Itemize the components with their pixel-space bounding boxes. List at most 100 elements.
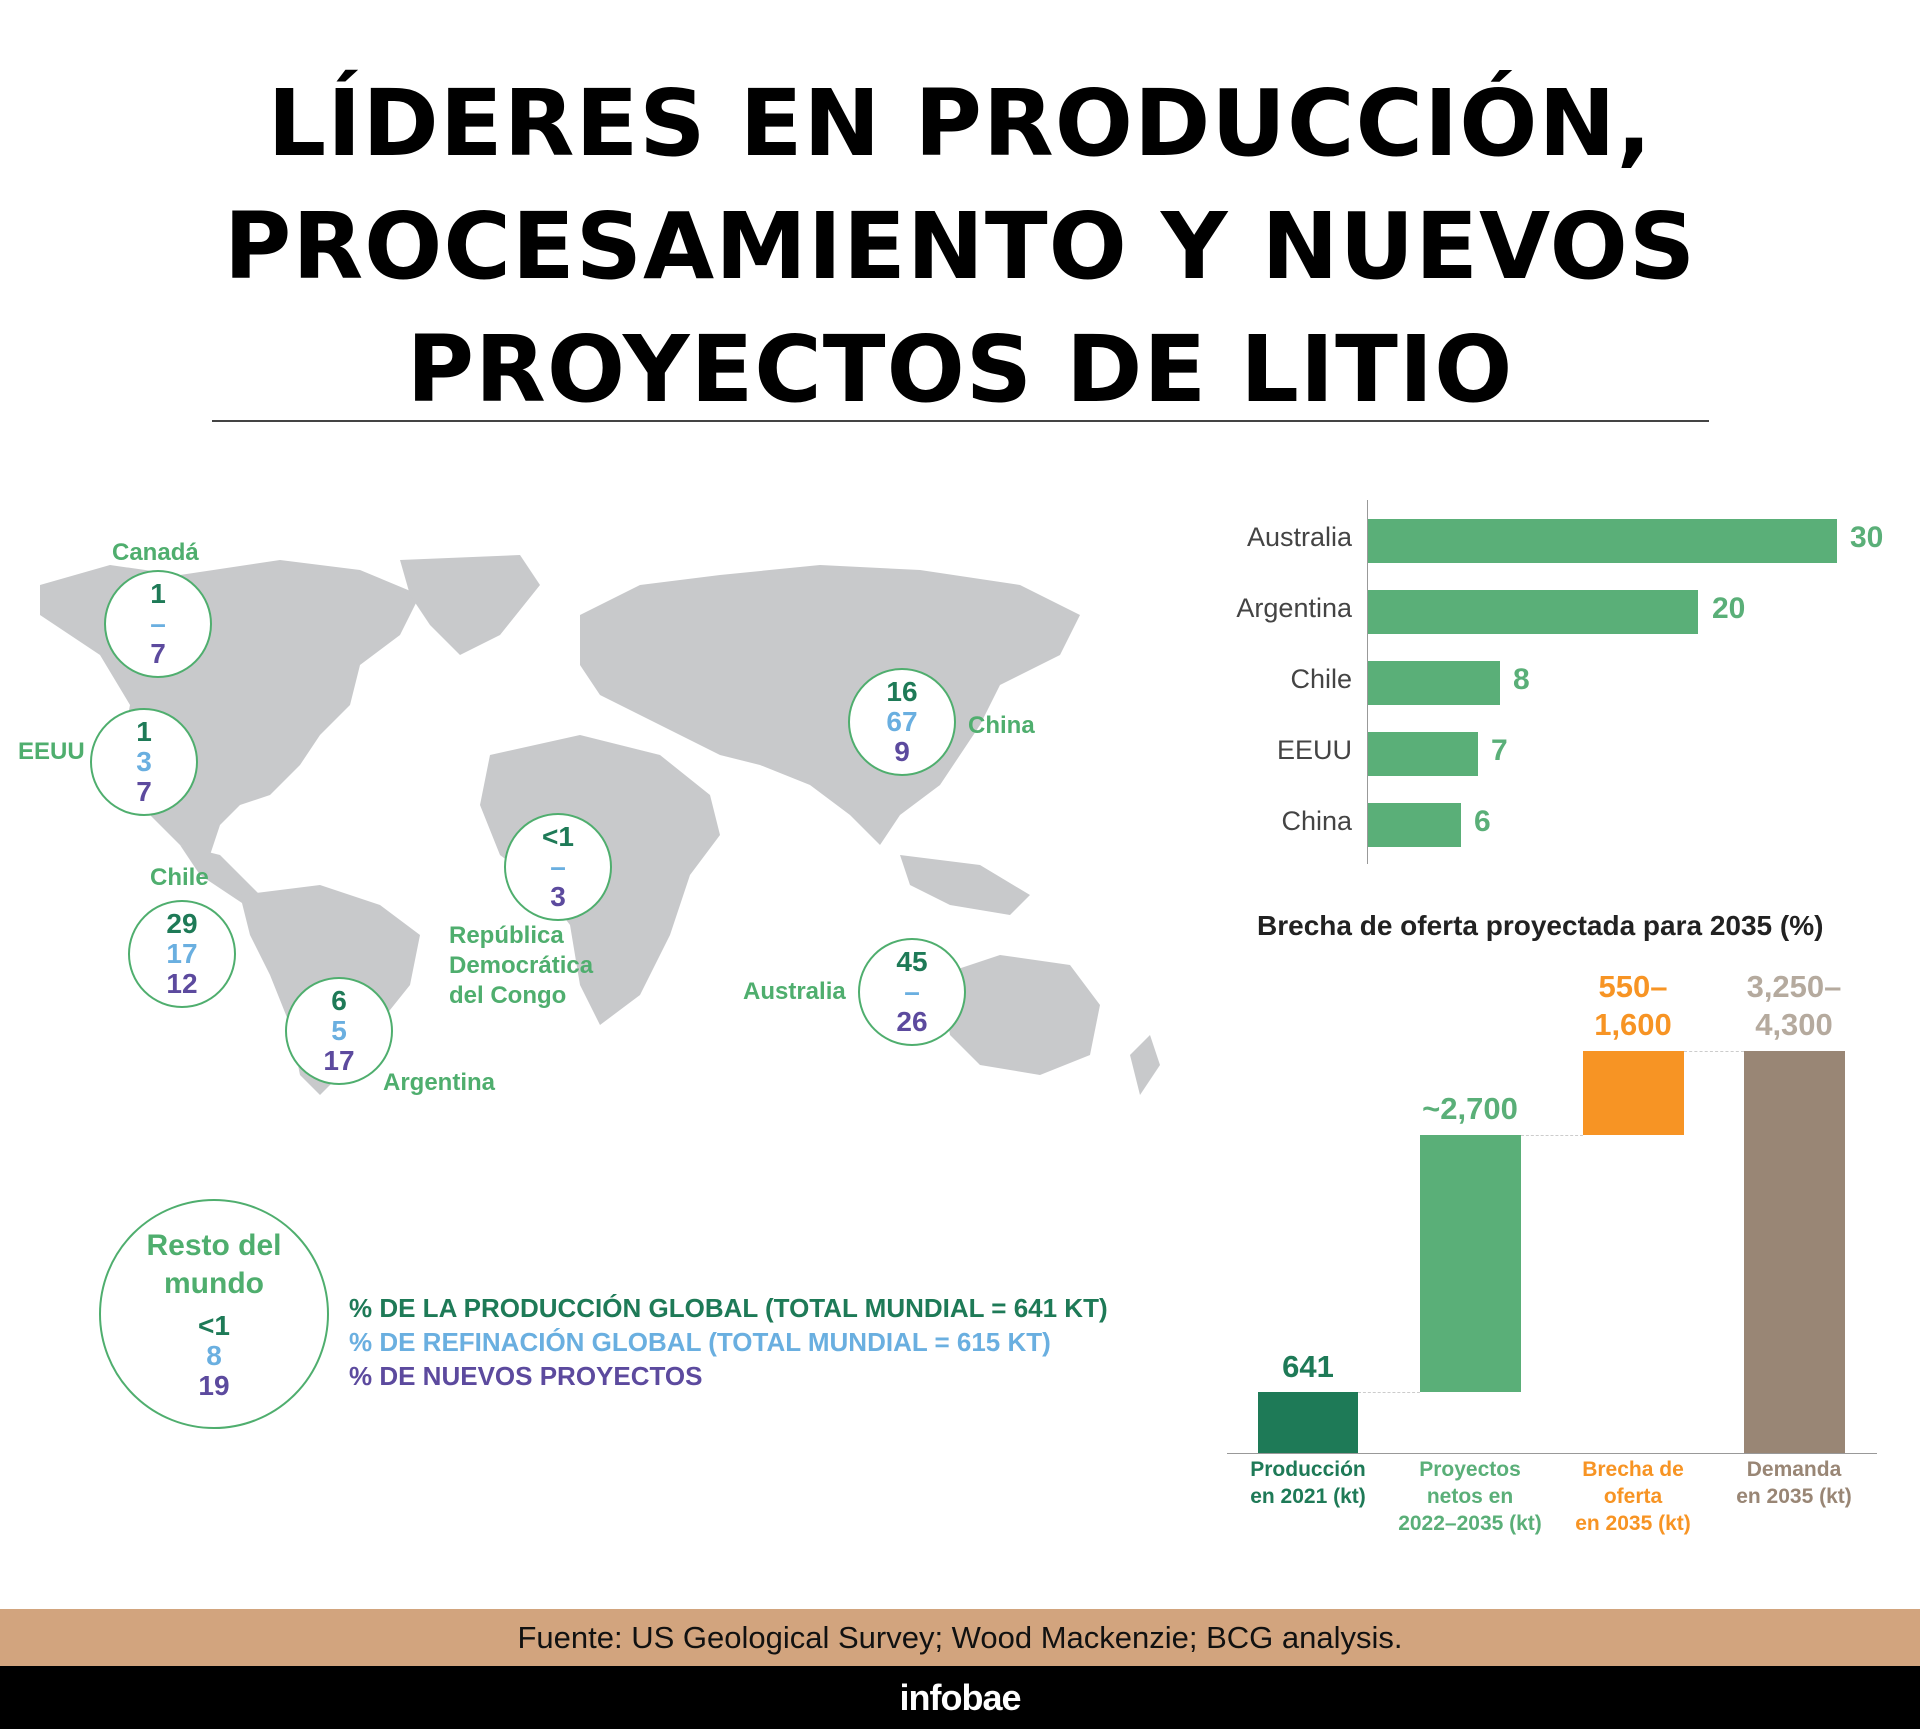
source-band: Fuente: US Geological Survey; Wood Macke… <box>0 1609 1920 1666</box>
circle-canada: 1 – 7 <box>104 570 212 678</box>
bar-value-argentina: 20 <box>1712 592 1746 625</box>
congo-label-line-3: del Congo <box>449 982 567 1009</box>
label-chile: Chile <box>150 864 209 891</box>
rest-of-world-label: Resto del mundo <box>146 1227 281 1303</box>
connector-1 <box>1358 1392 1420 1393</box>
demand-value-line-1: 3,250– <box>1746 969 1842 1004</box>
page-title: LÍDERES EN PRODUCCIÓN, PROCESAMIENTO Y N… <box>0 62 1920 431</box>
connector-2 <box>1521 1135 1583 1136</box>
congo-production: <1 <box>542 821 574 852</box>
bar-chart-axis <box>1367 500 1368 864</box>
label-china: China <box>968 712 1035 739</box>
supply-gap-value-line-1: 550– <box>1598 969 1668 1004</box>
title-divider <box>212 420 1709 422</box>
china-production: 16 <box>886 676 918 707</box>
rest-production: <1 <box>198 1310 230 1341</box>
bar-label-eeuu: EEUU <box>1276 735 1352 765</box>
waterfall-category-production: Producción en 2021 (kt) <box>1228 1456 1388 1510</box>
bar-chile <box>1368 661 1500 705</box>
bar-label-argentina: Argentina <box>1236 593 1352 623</box>
waterfall-bar-projects <box>1420 1135 1521 1392</box>
bar-china <box>1368 803 1461 847</box>
rest-label-line-1: Resto del <box>146 1229 282 1262</box>
bar-australia <box>1368 519 1837 563</box>
chile-refining: 17 <box>166 938 198 969</box>
connector-3 <box>1684 1051 1744 1052</box>
cat4-line2: en 2035 (kt) <box>1736 1485 1852 1508</box>
cat2-line1: Proyectos <box>1419 1458 1521 1481</box>
bar-argentina <box>1368 590 1698 634</box>
congo-label-line-1: República <box>449 922 564 949</box>
supply-gap-value-line-2: 1,600 <box>1594 1007 1672 1042</box>
waterfall-bar-demand <box>1744 1051 1845 1453</box>
waterfall-category-supply-gap: Brecha de oferta en 2035 (kt) <box>1553 1456 1713 1537</box>
australia-production: 45 <box>896 946 928 977</box>
circle-australia: 45 – 26 <box>858 938 966 1046</box>
legend-refining: % DE REFINACIÓN GLOBAL (TOTAL MUNDIAL = … <box>349 1327 1051 1357</box>
waterfall-bar-production-2021 <box>1258 1392 1358 1453</box>
cat3-line3: en 2035 (kt) <box>1575 1512 1691 1535</box>
congo-label-line-2: Democrática <box>449 952 594 979</box>
circle-china: 16 67 9 <box>848 668 956 776</box>
rest-label-line-2: mundo <box>164 1267 264 1300</box>
china-refining: 67 <box>886 706 918 737</box>
circle-argentina: 6 5 17 <box>285 977 393 1085</box>
waterfall-bar-supply-gap <box>1583 1051 1684 1135</box>
circle-rest-of-world: Resto del mundo <1 8 19 <box>99 1199 329 1429</box>
waterfall-value-demand: 3,250– 4,300 <box>1724 968 1864 1044</box>
canada-projects: 7 <box>150 638 166 669</box>
bar-label-australia: Australia <box>1246 522 1352 552</box>
canada-production: 1 <box>150 578 166 609</box>
brand-logo: infobae <box>899 1676 1021 1718</box>
label-congo: República Democrática del Congo <box>449 921 593 1011</box>
bar-value-australia: 30 <box>1850 521 1884 554</box>
rest-projects: 19 <box>198 1370 230 1401</box>
waterfall-value-production-2021: 641 <box>1282 1349 1334 1384</box>
waterfall-axis <box>1227 1453 1877 1454</box>
argentina-refining: 5 <box>331 1015 347 1046</box>
label-canada: Canadá <box>112 539 199 566</box>
circle-eeuu: 1 3 7 <box>90 708 198 816</box>
congo-projects: 3 <box>550 881 566 912</box>
cat3-line1: Brecha de <box>1582 1458 1684 1481</box>
canada-refining: – <box>150 608 166 639</box>
australia-refining: – <box>904 976 920 1007</box>
congo-refining: – <box>550 851 566 882</box>
bar-label-china: China <box>1281 806 1352 836</box>
eeuu-production: 1 <box>136 716 152 747</box>
cat2-line3: 2022–2035 (kt) <box>1398 1512 1542 1535</box>
rest-refining: 8 <box>206 1340 222 1371</box>
brand-bar: infobae <box>0 1666 1920 1729</box>
cat1-line1: Producción <box>1250 1458 1366 1481</box>
label-eeuu: EEUU <box>18 738 85 765</box>
label-australia: Australia <box>743 978 846 1005</box>
bar-value-china: 6 <box>1474 805 1491 838</box>
waterfall-value-supply-gap: 550– 1,600 <box>1563 968 1703 1044</box>
title-line-3: PROYECTOS DE LITIO <box>406 316 1514 423</box>
bar-value-eeuu: 7 <box>1491 734 1508 767</box>
eeuu-refining: 3 <box>136 746 152 777</box>
demand-value-line-2: 4,300 <box>1755 1007 1833 1042</box>
waterfall-title: Brecha de oferta proyectada para 2035 (%… <box>1257 910 1824 941</box>
waterfall-category-projects: Proyectos netos en 2022–2035 (kt) <box>1385 1456 1555 1537</box>
cat4-line1: Demanda <box>1746 1458 1842 1481</box>
bar-eeuu <box>1368 732 1478 776</box>
waterfall-value-projects: ~2,700 <box>1422 1091 1518 1126</box>
chile-projects: 12 <box>166 968 198 999</box>
chile-production: 29 <box>166 908 198 939</box>
title-line-1: LÍDERES EN PRODUCCIÓN, <box>267 70 1653 177</box>
argentina-production: 6 <box>331 985 347 1016</box>
argentina-projects: 17 <box>323 1045 355 1076</box>
circle-congo: <1 – 3 <box>504 813 612 921</box>
cat3-line2: oferta <box>1603 1485 1663 1508</box>
legend-production: % DE LA PRODUCCIÓN GLOBAL (TOTAL MUNDIAL… <box>349 1293 1108 1323</box>
bar-label-chile: Chile <box>1290 664 1352 694</box>
australia-projects: 26 <box>896 1006 928 1037</box>
eeuu-projects: 7 <box>136 776 152 807</box>
label-argentina: Argentina <box>383 1069 496 1096</box>
legend-projects: % DE NUEVOS PROYECTOS <box>349 1361 703 1391</box>
cat1-line2: en 2021 (kt) <box>1250 1485 1366 1508</box>
waterfall-category-demand: Demanda en 2035 (kt) <box>1714 1456 1874 1510</box>
source-text: Fuente: US Geological Survey; Wood Macke… <box>517 1619 1403 1655</box>
bar-value-chile: 8 <box>1513 663 1530 696</box>
